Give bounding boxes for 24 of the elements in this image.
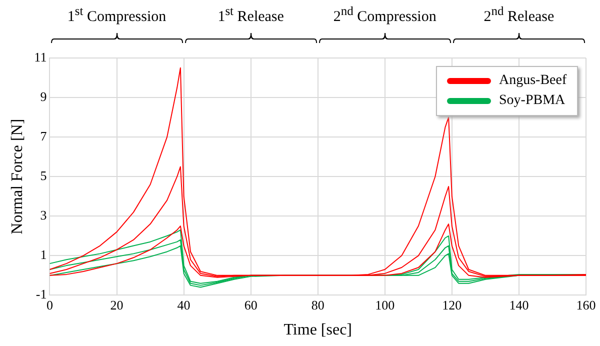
- x-tick-label: 100: [375, 297, 395, 312]
- legend-label: Soy-PBMA: [499, 92, 566, 110]
- y-tick-label: -1: [36, 286, 47, 302]
- legend-label: Angus-Beef: [499, 72, 567, 90]
- y-tick-label: 1: [40, 247, 47, 262]
- x-axis-title: Time [sec]: [284, 322, 352, 339]
- text: 2$^{nd}$ Release: [482, 4, 556, 26]
- y-tick-label: 5: [40, 168, 47, 184]
- y-tick-label: 9: [40, 88, 47, 104]
- x-tick-label: 0: [46, 297, 53, 312]
- x-tick-label: 20: [110, 297, 124, 312]
- text: 1$^{st}$ Compression: [66, 4, 168, 26]
- y-tick-label: 7: [40, 128, 48, 144]
- x-tick-label: 40: [177, 297, 190, 312]
- y-axis-title: Normal Force [N]: [8, 118, 26, 234]
- x-tick-label: 80: [311, 297, 324, 312]
- text: 1$^{st}$ Release: [216, 4, 285, 26]
- x-tick-label: 60: [244, 297, 258, 312]
- text: 2$^{nd}$ Compression: [332, 4, 438, 26]
- y-tick-label: 3: [40, 208, 47, 223]
- x-tick-label: 140: [509, 297, 529, 312]
- x-tick-label: 120: [442, 297, 462, 312]
- y-tick-label: 11: [34, 49, 47, 64]
- x-tick-label: 160: [576, 297, 596, 312]
